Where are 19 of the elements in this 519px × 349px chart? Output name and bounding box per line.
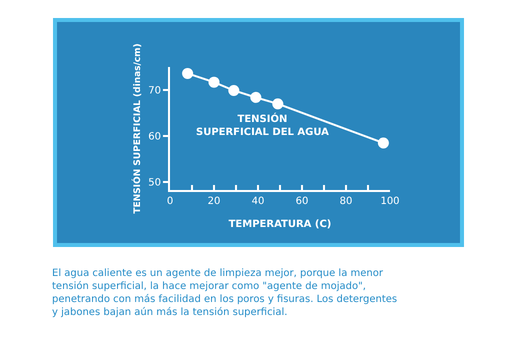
x-tick-label: 40 xyxy=(252,196,264,207)
x-tick-label: 0 xyxy=(166,196,174,207)
point xyxy=(228,84,240,96)
text: El agua caliente es un agente de limpieza mejor, porque la menor tensión superficial, la hace mejorar como "agente de mojado", penetrando con más facilidad en los poros y fisuras. Los detergentes y jabones bajan aún más la tensión superficial. xyxy=(52,268,398,318)
point xyxy=(250,92,262,103)
point xyxy=(182,68,194,79)
text: TENSIÓN SUPERFICIAL DEL AGUA xyxy=(196,112,330,138)
x-tick-label: 100 xyxy=(380,196,400,207)
x-tick-label: 60 xyxy=(296,196,308,207)
y-axis-title: TENSIÓN SUPERFICIAL (dinas/cm) xyxy=(131,43,144,214)
x-tick-label: 20 xyxy=(208,196,220,207)
point xyxy=(208,76,220,88)
y-tick-label: 70 xyxy=(148,86,161,97)
y-tick-label: 50 xyxy=(148,178,161,189)
point xyxy=(272,98,284,110)
point xyxy=(378,138,389,149)
y-tick-label: 60 xyxy=(148,132,161,143)
x-axis-title: TEMPERATURA (C) xyxy=(228,219,332,230)
x-tick-label: 80 xyxy=(340,196,352,207)
